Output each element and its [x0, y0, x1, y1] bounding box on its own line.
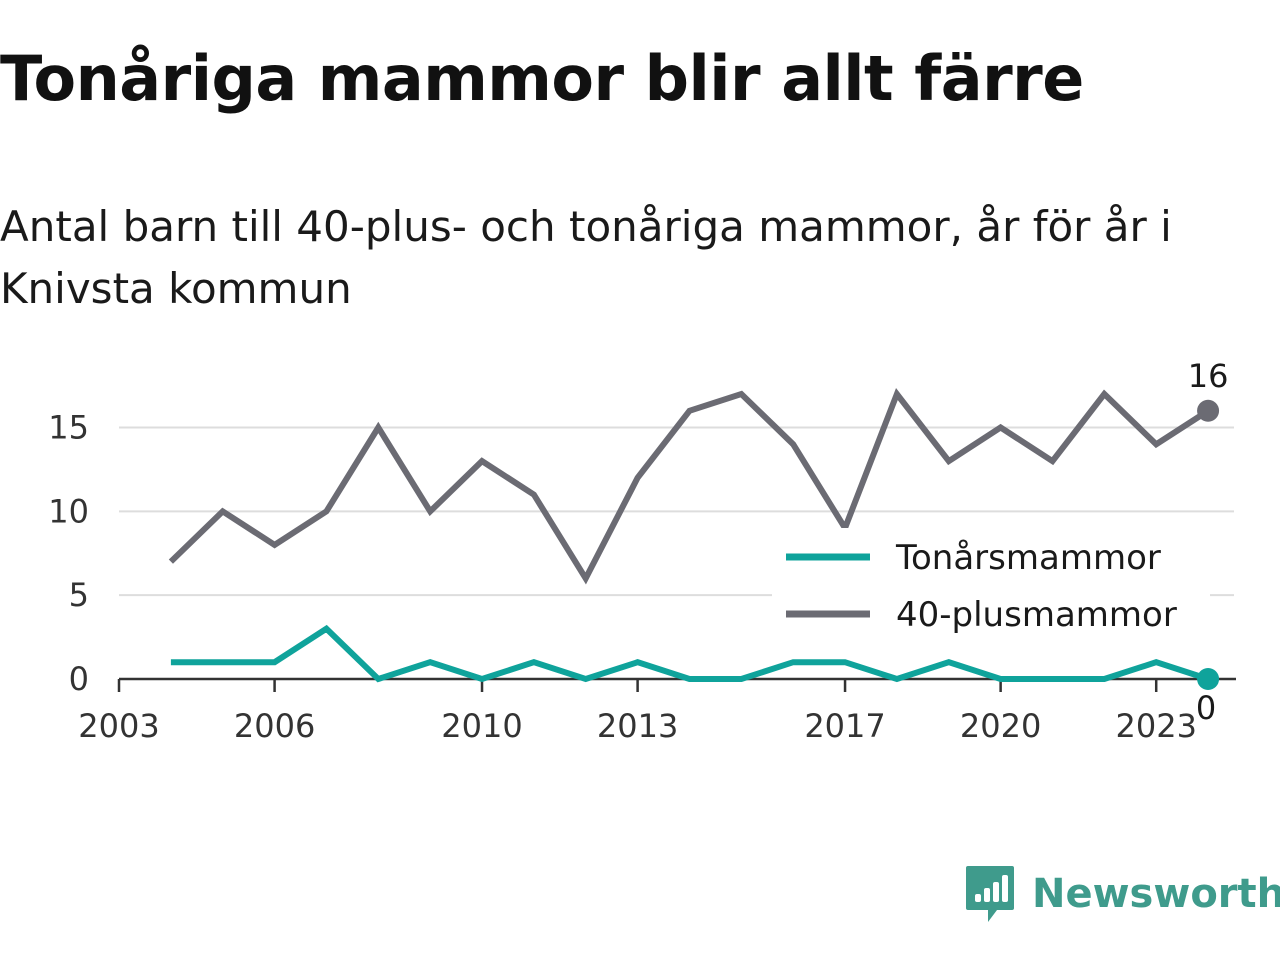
- brand-logo: Newsworthy: [964, 864, 1280, 924]
- brand-name: Newsworthy: [1032, 871, 1280, 917]
- chart-title: Tonåriga mammor blir allt färre: [0, 42, 1084, 115]
- y-tick-label-0: 0: [69, 660, 89, 698]
- x-tick-label-2003: 2003: [78, 707, 159, 745]
- chart-subtitle: Antal barn till 40-plus- och tonåriga ma…: [0, 202, 1172, 313]
- y-axis: 0 5 10 15: [48, 409, 89, 698]
- series-line-tonarsmammor: [170, 624, 1210, 683]
- x-tick-label-2013: 2013: [597, 707, 678, 745]
- bar-chart-speech-bubble-icon: [966, 866, 1014, 922]
- legend-label-40-plusmammor: 40-plusmammor: [896, 595, 1177, 635]
- end-value-label-tonarsmammor: 0: [1196, 689, 1216, 727]
- y-tick-label-15: 15: [48, 409, 89, 447]
- series-line-40-plusmammor: [168, 387, 1210, 585]
- series-lines: [168, 387, 1220, 690]
- legend: Tonårsmammor 40-plusmammor: [772, 528, 1210, 640]
- x-tick-label-2017: 2017: [804, 707, 885, 745]
- legend-background: [772, 528, 1210, 640]
- series-end-point-40-plusmammor: [1197, 399, 1220, 422]
- end-labels: 16 0: [1188, 357, 1229, 727]
- x-tick-label-2020: 2020: [960, 707, 1041, 745]
- x-tick-label-2023: 2023: [1115, 707, 1196, 745]
- series-end-point-tonarsmammor: [1197, 668, 1220, 690]
- legend-label-tonarsmammor: Tonårsmammor: [895, 538, 1161, 578]
- x-tick-label-2010: 2010: [441, 707, 522, 745]
- x-axis: 2003 2006 2010 2013 2017 2020 2023: [78, 677, 1236, 745]
- x-tick-label-2006: 2006: [234, 707, 315, 745]
- y-tick-label-5: 5: [69, 576, 89, 614]
- end-value-label-40-plusmammor: 16: [1188, 357, 1229, 395]
- y-tick-label-10: 10: [48, 492, 89, 530]
